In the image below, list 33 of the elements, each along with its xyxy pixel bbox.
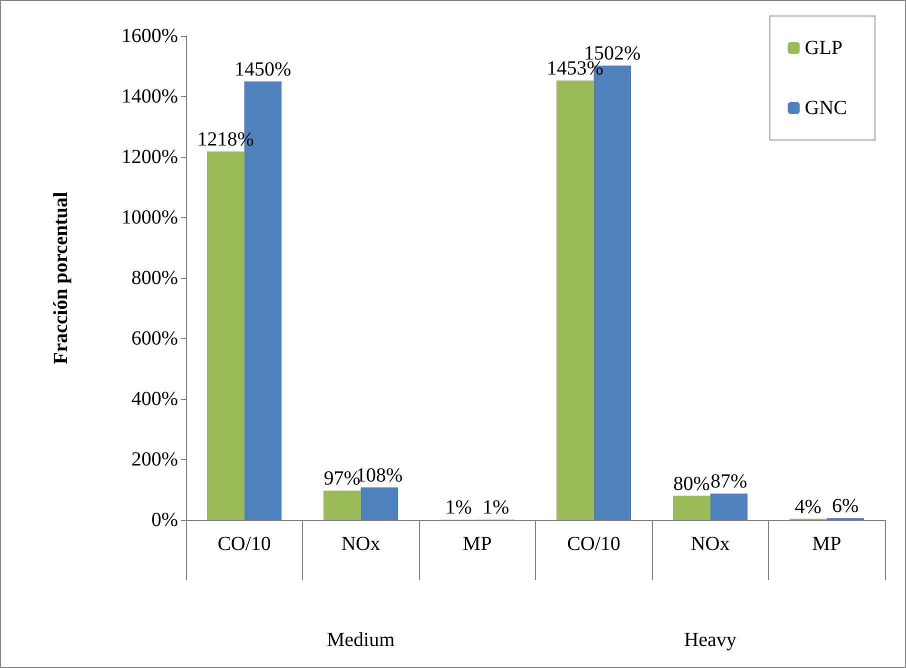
y-tick-label: 200% xyxy=(131,448,178,470)
data-label: 87% xyxy=(710,470,748,493)
x-tick-label: MP xyxy=(812,533,842,555)
y-tick-label: 1400% xyxy=(121,86,178,108)
y-tick-label: 0% xyxy=(151,509,178,531)
text: Medium xyxy=(326,629,396,651)
y-tick-label: 400% xyxy=(131,388,178,410)
data-label: 80% xyxy=(673,472,710,495)
y-tick-label: 1600% xyxy=(121,25,178,47)
bar xyxy=(206,152,244,520)
x-tick-label: NOx xyxy=(690,533,730,555)
bar xyxy=(323,490,361,520)
y-tick-label: 800% xyxy=(131,267,178,289)
legend-label: GNC xyxy=(804,97,848,119)
data-label: 1% xyxy=(482,496,510,519)
data-label: 4% xyxy=(794,496,822,518)
x-tick-label: MP xyxy=(462,533,492,555)
data-label: 1450% xyxy=(234,58,292,80)
bar xyxy=(672,496,710,520)
text: Heavy xyxy=(684,629,736,651)
y-axis-title: Fracción porcentual xyxy=(50,191,72,364)
x-tick-label: CO/10 xyxy=(218,533,271,555)
x-tick-label: NOx xyxy=(341,533,380,555)
bar xyxy=(710,494,748,520)
y-tick-label: 1000% xyxy=(121,206,178,228)
y-tick-label: 1200% xyxy=(121,146,178,168)
legend-label: GLP xyxy=(804,37,843,59)
data-label: 1% xyxy=(445,496,472,519)
bar xyxy=(556,80,594,520)
y-tick-label: 600% xyxy=(131,328,178,350)
bar xyxy=(360,487,398,520)
data-label: 6% xyxy=(832,495,859,518)
x-tick-label: CO/10 xyxy=(567,533,620,555)
